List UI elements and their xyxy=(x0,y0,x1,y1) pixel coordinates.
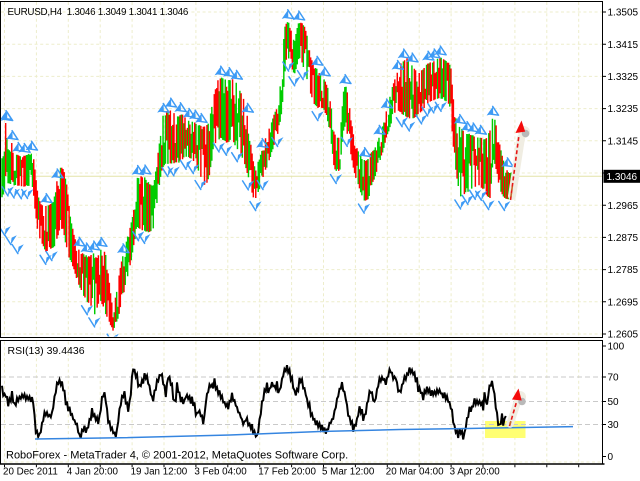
svg-text:1.3415: 1.3415 xyxy=(608,40,639,51)
svg-text:1.3505: 1.3505 xyxy=(608,8,639,19)
svg-text:19 Jan 12:00: 19 Jan 12:00 xyxy=(131,467,188,478)
svg-text:1.2875: 1.2875 xyxy=(608,233,639,244)
svg-text:3 Apr 20:00: 3 Apr 20:00 xyxy=(450,467,501,478)
svg-text:1.2605: 1.2605 xyxy=(608,330,639,341)
svg-text:50: 50 xyxy=(608,397,620,408)
svg-text:1.3325: 1.3325 xyxy=(608,72,639,83)
svg-text:1.2965: 1.2965 xyxy=(608,201,639,212)
svg-text:1.2785: 1.2785 xyxy=(608,265,639,276)
svg-text:17 Feb 20:00: 17 Feb 20:00 xyxy=(258,467,316,478)
svg-text:EURUSD,H4 1.3046 1.3049 1.304: EURUSD,H4 1.3046 1.3049 1.3041 1.3046 xyxy=(8,7,189,18)
svg-text:1.3235: 1.3235 xyxy=(608,104,639,115)
svg-text:20 Dec 2011: 20 Dec 2011 xyxy=(3,467,58,478)
svg-text:20 Mar 04:00: 20 Mar 04:00 xyxy=(386,467,444,478)
svg-text:RoboForex - MetaTrader 4, © 20: RoboForex - MetaTrader 4, © 2001-2012, M… xyxy=(6,450,348,462)
svg-text:1.3046: 1.3046 xyxy=(607,172,638,183)
svg-text:0: 0 xyxy=(608,452,614,463)
svg-text:3 Feb 04:00: 3 Feb 04:00 xyxy=(194,467,247,478)
svg-text:100: 100 xyxy=(608,342,625,353)
svg-text:RSI(13) 39.4436: RSI(13) 39.4436 xyxy=(8,345,85,357)
svg-text:4 Jan 20:00: 4 Jan 20:00 xyxy=(67,467,119,478)
svg-text:5 Mar 12:00: 5 Mar 12:00 xyxy=(322,467,375,478)
svg-text:1.2695: 1.2695 xyxy=(608,297,639,308)
svg-text:70: 70 xyxy=(608,373,620,384)
svg-text:1.3145: 1.3145 xyxy=(608,136,639,147)
svg-text:30: 30 xyxy=(608,420,620,431)
